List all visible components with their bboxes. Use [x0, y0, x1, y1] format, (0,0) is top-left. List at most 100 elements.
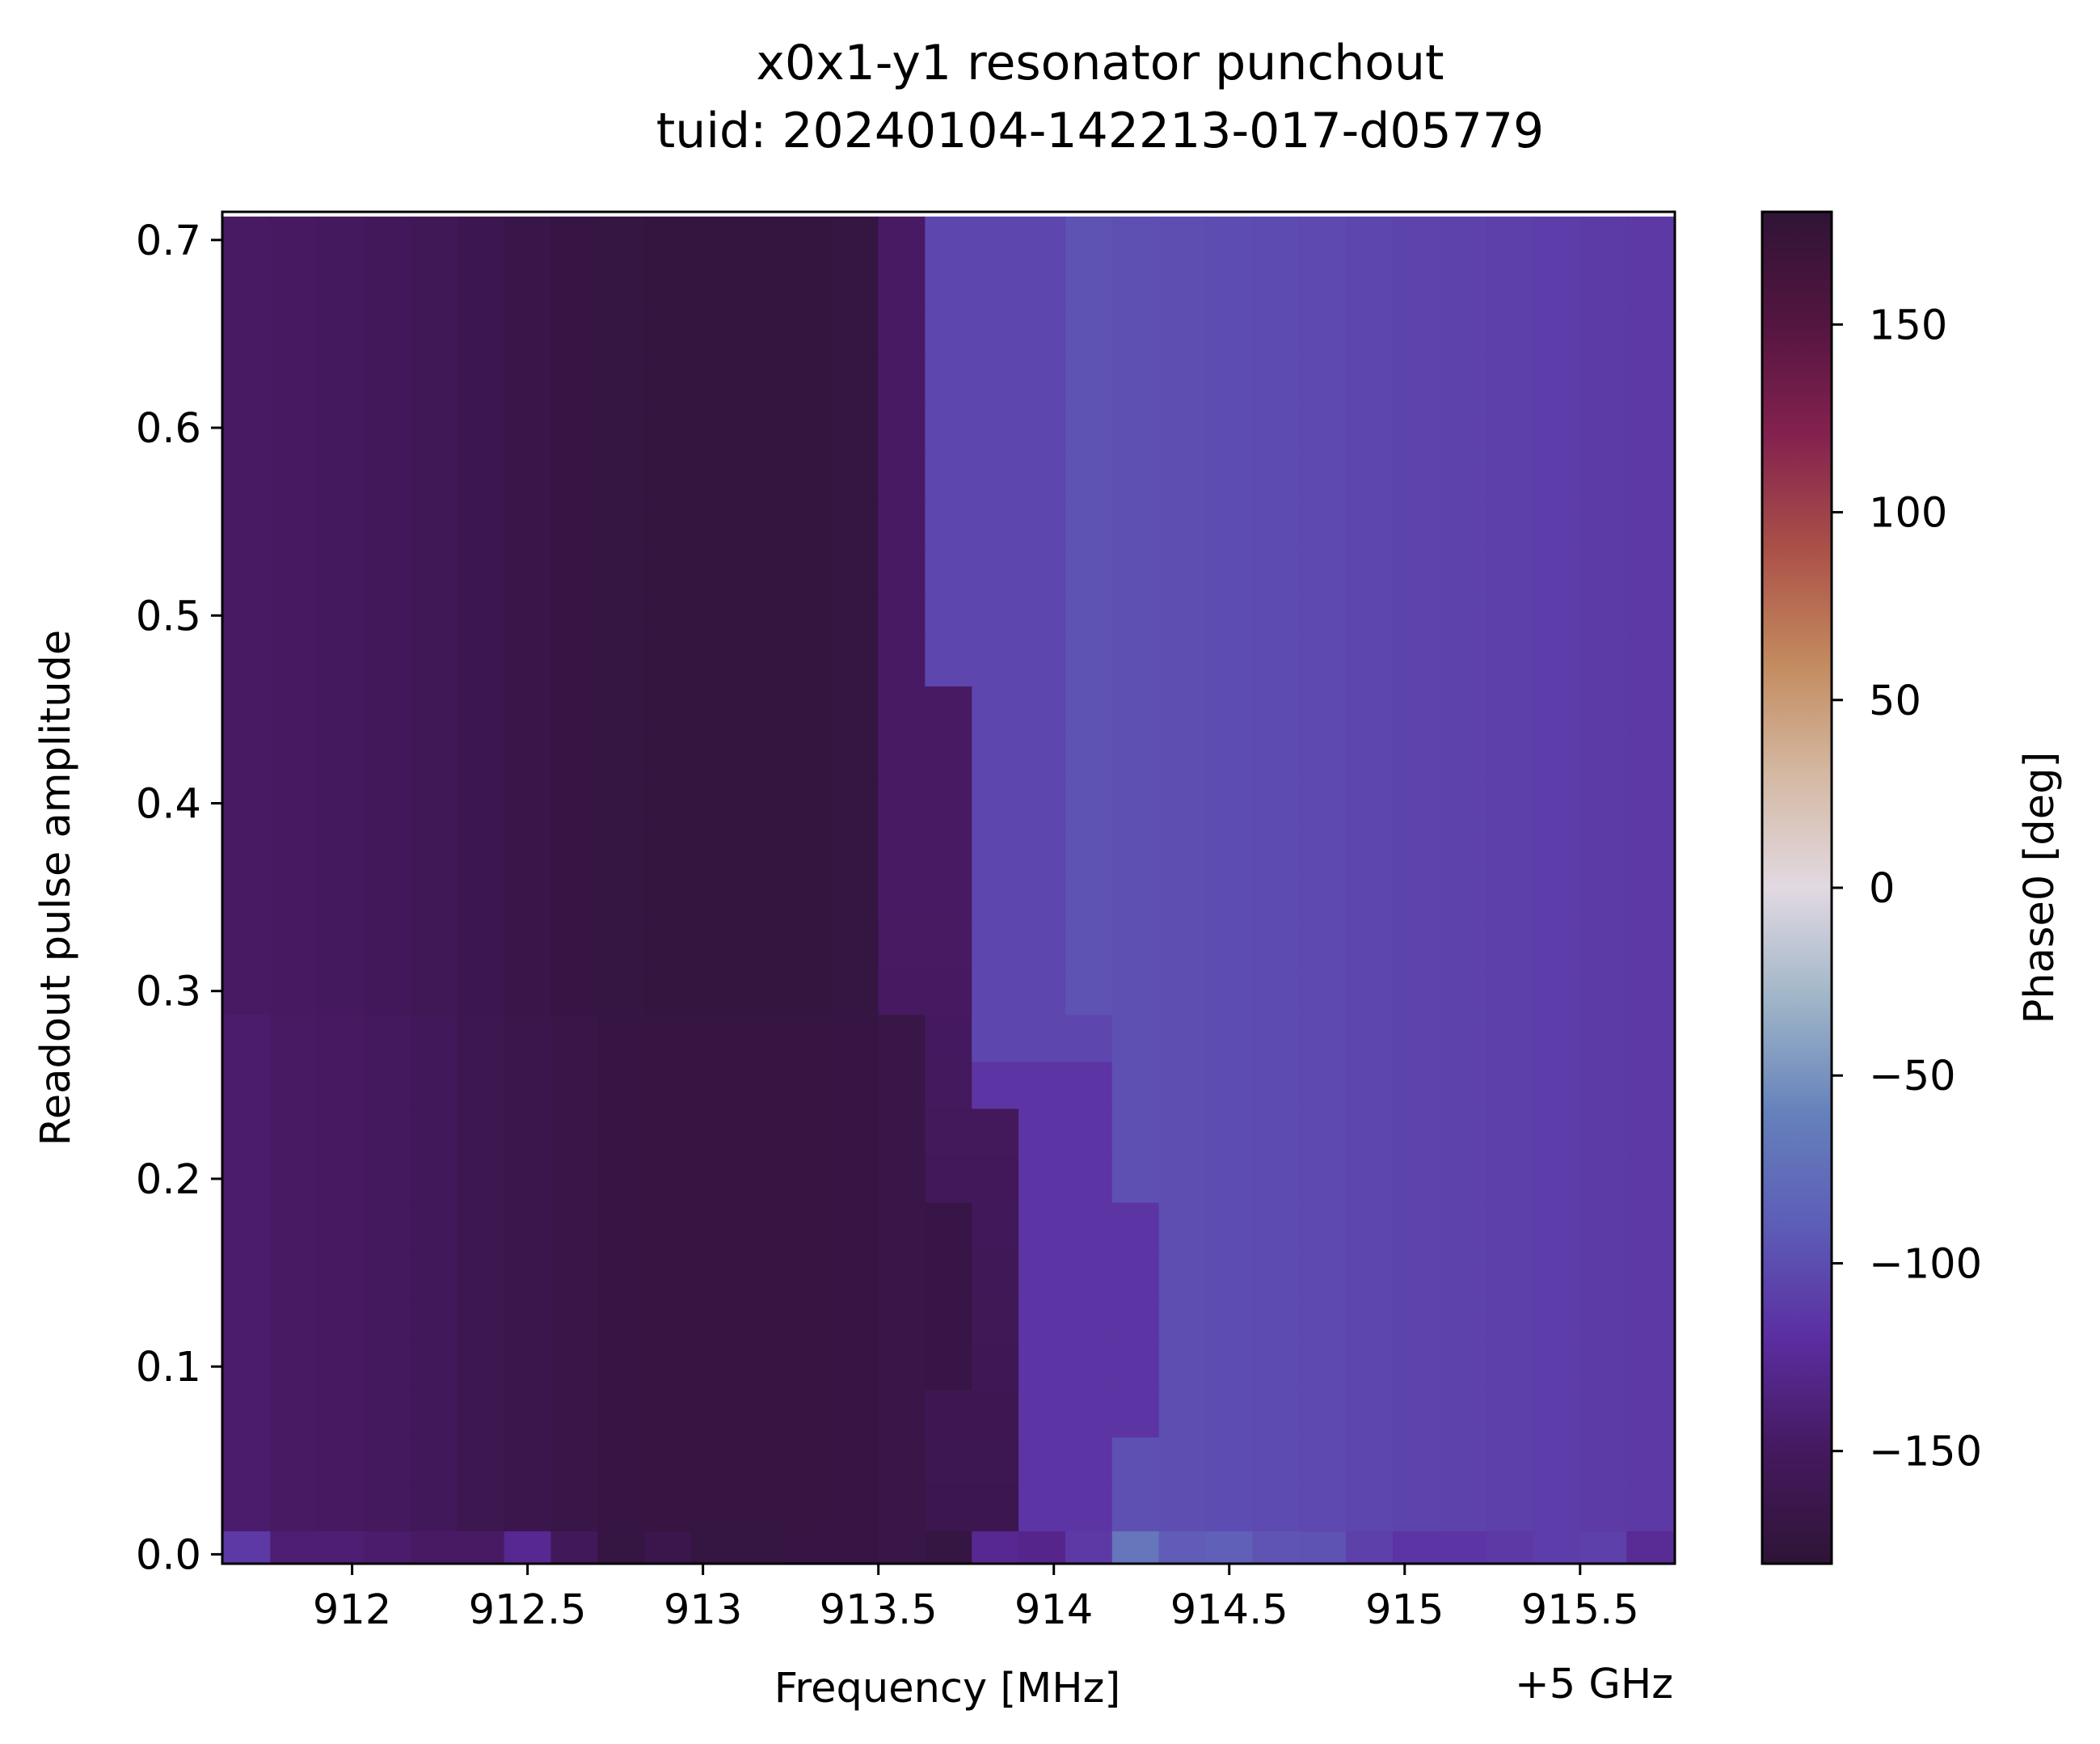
heatmap-cell: [644, 1014, 692, 1062]
heatmap-cell: [1299, 873, 1347, 922]
heatmap-cell: [410, 216, 458, 264]
heatmap-cell: [1252, 1014, 1300, 1062]
heatmap-cell: [831, 779, 879, 828]
heatmap-cell: [1158, 1108, 1207, 1156]
heatmap-cell: [597, 1108, 645, 1156]
heatmap-cell: [504, 639, 552, 686]
heatmap-cell: [925, 263, 972, 311]
heatmap-cell: [504, 310, 552, 358]
heatmap-cell: [1205, 1249, 1253, 1297]
heatmap-cell: [550, 639, 598, 686]
heatmap-cell: [223, 873, 271, 922]
heatmap-cell: [410, 639, 458, 686]
heatmap-cell: [1205, 1061, 1253, 1109]
heatmap-cell: [1533, 357, 1580, 405]
heatmap-cell: [597, 920, 645, 969]
heatmap-cell: [691, 779, 739, 828]
heatmap-cell: [597, 263, 645, 311]
heatmap-cell: [1486, 1296, 1534, 1344]
heatmap-cell: [270, 263, 318, 311]
heatmap-cell: [1533, 1249, 1580, 1297]
heatmap-cell: [1346, 686, 1394, 734]
heatmap-cell: [1626, 1343, 1674, 1391]
heatmap-cell: [1111, 498, 1160, 546]
heatmap-cell: [691, 1531, 739, 1565]
heatmap-cell: [925, 639, 972, 686]
heatmap-cell: [1579, 1531, 1627, 1565]
heatmap-cell: [1065, 357, 1113, 405]
heatmap-cell: [644, 1343, 692, 1391]
heatmap-cell: [223, 920, 271, 969]
heatmap-cell: [644, 826, 692, 875]
heatmap-cell: [504, 1155, 552, 1203]
heatmap-cell: [878, 451, 926, 499]
heatmap-cell: [270, 1343, 318, 1391]
heatmap-cell: [1018, 1390, 1066, 1438]
heatmap-cell: [1111, 592, 1160, 640]
heatmap-cell: [1346, 263, 1394, 311]
heatmap-cell: [550, 967, 598, 1016]
heatmap-cell: [972, 1484, 1019, 1531]
heatmap-cell: [270, 1155, 318, 1203]
heatmap-cell: [1392, 1201, 1440, 1250]
heatmap-cell: [1299, 263, 1347, 311]
heatmap-cell: [410, 1108, 458, 1156]
heatmap-cell: [831, 592, 879, 640]
heatmap-cell: [691, 873, 739, 922]
heatmap-cell: [1533, 873, 1580, 922]
heatmap-cell: [737, 779, 786, 828]
heatmap-cell: [1533, 545, 1580, 593]
x-tick-label: 915: [1365, 1586, 1444, 1634]
heatmap-cell: [1252, 310, 1300, 358]
heatmap-cell: [457, 967, 505, 1016]
heatmap-cell: [1346, 967, 1394, 1016]
heatmap-cell: [1018, 216, 1066, 264]
heatmap-cell: [223, 310, 271, 358]
heatmap-cell: [317, 1343, 365, 1391]
heatmap-cell: [270, 310, 318, 358]
heatmap-cell: [831, 357, 879, 405]
heatmap-cell: [1205, 967, 1253, 1016]
heatmap-cell: [1065, 310, 1113, 358]
heatmap-cell: [925, 1531, 972, 1565]
heatmap-cell: [550, 1390, 598, 1438]
heatmap-cell: [925, 1108, 972, 1156]
heatmap-cell: [317, 1108, 365, 1156]
heatmap-cell: [1626, 1014, 1674, 1062]
heatmap-cell: [1346, 1531, 1394, 1565]
heatmap-cell: [597, 498, 645, 546]
heatmap-cell: [223, 592, 271, 640]
heatmap-cell: [1111, 216, 1160, 264]
heatmap-cell: [831, 920, 879, 969]
heatmap-cell: [270, 592, 318, 640]
heatmap-cell: [1205, 639, 1253, 686]
heatmap-cell: [1439, 263, 1487, 311]
heatmap-cell: [1158, 686, 1207, 734]
heatmap-cell: [878, 686, 926, 734]
heatmap-cell: [457, 686, 505, 734]
heatmap-cell: [1111, 1343, 1160, 1391]
heatmap-cell: [1065, 686, 1113, 734]
heatmap-cell: [223, 1249, 271, 1297]
heatmap-cell: [1533, 967, 1580, 1016]
heatmap-cell: [972, 1249, 1019, 1297]
heatmap-cell: [504, 1249, 552, 1297]
heatmap-cell: [1252, 545, 1300, 593]
heatmap-cell: [504, 686, 552, 734]
heatmap-cell: [737, 733, 786, 781]
heatmap-cell: [972, 1155, 1019, 1203]
heatmap-cell: [691, 1343, 739, 1391]
heatmap-cell: [270, 1201, 318, 1250]
heatmap-cell: [1205, 1155, 1253, 1203]
heatmap-cell: [1486, 592, 1534, 640]
heatmap-cell: [1299, 404, 1347, 452]
heatmap-cell: [1346, 451, 1394, 499]
heatmap-cell: [878, 310, 926, 358]
heatmap-cell: [831, 873, 879, 922]
heatmap-cell: [550, 1014, 598, 1062]
heatmap-cell: [644, 779, 692, 828]
heatmap-cell: [1205, 826, 1253, 875]
heatmap-cell: [644, 1249, 692, 1297]
heatmap-cell: [1065, 1437, 1113, 1484]
heatmap-cell: [550, 1343, 598, 1391]
